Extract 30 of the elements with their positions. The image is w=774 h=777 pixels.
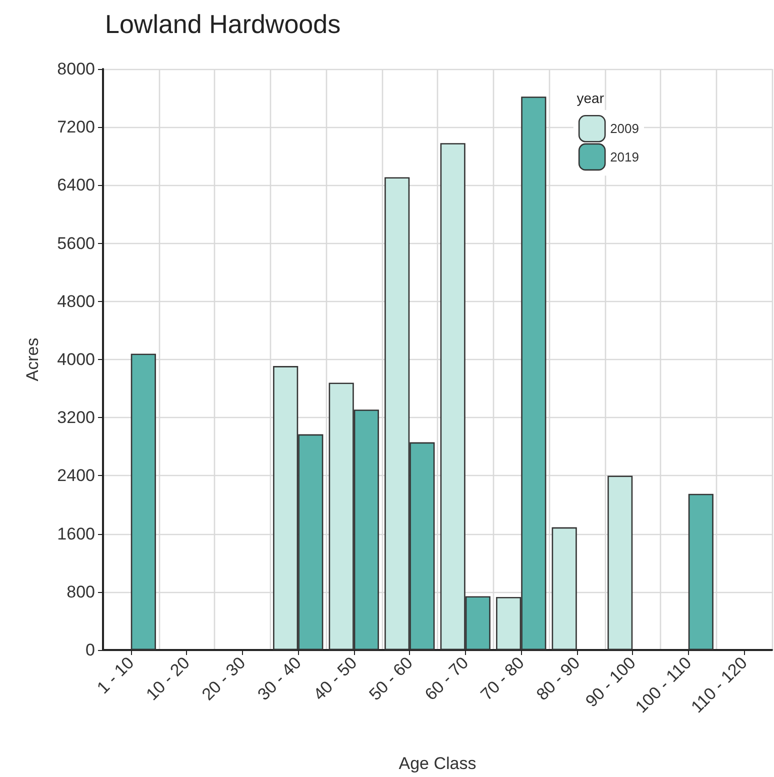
x-tick-label: 30 - 40: [254, 653, 305, 704]
y-tick-label: 6400: [57, 176, 95, 195]
legend-label: 2009: [610, 121, 639, 136]
y-tick-label: 5600: [57, 234, 95, 253]
y-tick-label: 4000: [57, 350, 95, 369]
y-tick-label: 7200: [57, 118, 95, 137]
y-tick-label: 800: [66, 582, 95, 602]
y-tick-label: 8000: [57, 60, 95, 78]
x-tick-label: 50 - 60: [366, 653, 416, 704]
bar: [608, 476, 633, 650]
legend-label: 2019: [610, 149, 639, 164]
x-tick-label: 60 - 70: [421, 653, 472, 704]
x-tick-label: 70 - 80: [477, 653, 528, 704]
x-tick-label: 80 - 90: [532, 653, 584, 704]
y-tick-label: 0: [86, 640, 95, 660]
y-axis-title: Acres: [23, 338, 42, 382]
x-tick-label: 1 - 10: [93, 653, 138, 698]
bar: [130, 354, 156, 650]
x-tick-label: 20 - 30: [198, 653, 250, 704]
y-tick-label: 2400: [57, 466, 95, 486]
y-tick-label: 3200: [57, 408, 95, 428]
x-axis-title: Age Class: [398, 754, 476, 773]
x-tick-label: 10 - 20: [142, 653, 194, 704]
bar: [552, 527, 577, 650]
legend-title: year: [576, 90, 604, 106]
y-tick-label: 1600: [57, 524, 95, 544]
y-tick-label: 4800: [57, 292, 95, 311]
chart-title: Lowland Hardwoods: [105, 9, 341, 39]
x-tick-label: 40 - 50: [310, 653, 361, 704]
bar: [688, 494, 714, 650]
